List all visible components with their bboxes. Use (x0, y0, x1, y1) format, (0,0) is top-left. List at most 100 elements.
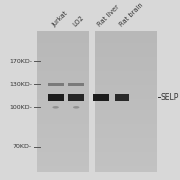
Text: SELP: SELP (160, 93, 179, 102)
Bar (37, 147, 89, 149)
Text: 70KD-: 70KD- (13, 145, 32, 149)
Bar (95, 152, 157, 155)
Bar (37, 113, 89, 116)
Bar (37, 37, 89, 40)
Bar (37, 138, 89, 141)
Bar (37, 166, 89, 169)
Bar (95, 87, 157, 90)
Bar (95, 42, 157, 45)
Bar (95, 65, 157, 68)
Bar (95, 169, 157, 172)
Bar (37, 169, 89, 172)
Bar (95, 76, 157, 79)
Bar (95, 124, 157, 127)
Bar (37, 163, 89, 166)
Bar (95, 54, 157, 57)
Bar (95, 99, 157, 102)
Bar (37, 90, 89, 93)
Bar (95, 144, 157, 147)
Text: 100KD-: 100KD- (9, 105, 32, 110)
Bar (95, 135, 157, 138)
Bar (37, 54, 89, 57)
Bar (37, 93, 89, 96)
Bar (95, 166, 157, 169)
Bar (37, 59, 89, 62)
Bar (95, 34, 157, 37)
Text: 170KD-: 170KD- (9, 58, 32, 64)
Bar (95, 141, 157, 144)
Bar (37, 65, 89, 68)
Text: Rat brain: Rat brain (119, 2, 145, 28)
Bar (37, 76, 89, 79)
Bar (95, 132, 157, 135)
Bar (95, 155, 157, 158)
Bar (95, 116, 157, 118)
Bar (37, 62, 89, 65)
Bar (95, 93, 157, 96)
Bar (37, 31, 89, 34)
Bar (95, 90, 157, 93)
Bar (37, 51, 89, 54)
Bar (48, 94, 64, 101)
Bar (95, 82, 157, 85)
Bar (37, 57, 89, 59)
Bar (95, 147, 157, 149)
Bar (95, 59, 157, 62)
Bar (37, 161, 89, 163)
Bar (95, 79, 157, 82)
Bar (37, 71, 89, 73)
Bar (95, 104, 157, 107)
Bar (95, 57, 157, 59)
Bar (95, 107, 157, 110)
Bar (37, 107, 89, 110)
Bar (95, 62, 157, 65)
Bar (48, 83, 64, 86)
Bar (37, 124, 89, 127)
Bar (37, 149, 89, 152)
Bar (37, 158, 89, 161)
Bar (115, 94, 129, 101)
Bar (37, 45, 89, 48)
Bar (95, 96, 157, 99)
Bar (37, 144, 89, 147)
Text: 130KD-: 130KD- (9, 82, 32, 87)
Bar (37, 102, 89, 104)
Bar (37, 132, 89, 135)
Bar (95, 121, 157, 124)
Bar (37, 121, 89, 124)
Bar (37, 152, 89, 155)
Bar (95, 158, 157, 161)
Bar (37, 34, 89, 37)
Bar (95, 40, 157, 42)
Bar (37, 82, 89, 85)
Bar (37, 135, 89, 138)
Bar (95, 31, 157, 34)
Bar (37, 87, 89, 90)
Bar (95, 68, 157, 71)
Bar (37, 68, 89, 71)
Bar (95, 73, 157, 76)
Text: Rat liver: Rat liver (97, 4, 121, 28)
Bar (37, 155, 89, 158)
Ellipse shape (73, 106, 79, 109)
Bar (68, 94, 84, 101)
Text: LO2: LO2 (72, 15, 85, 28)
Bar (95, 149, 157, 152)
Bar (37, 48, 89, 51)
Bar (95, 163, 157, 166)
Bar (95, 127, 157, 130)
Bar (37, 130, 89, 132)
Bar (95, 45, 157, 48)
Text: Jurkat: Jurkat (51, 10, 69, 28)
Bar (95, 102, 157, 104)
Bar (37, 85, 89, 87)
Bar (37, 79, 89, 82)
Bar (37, 96, 89, 99)
Bar (37, 99, 89, 102)
Bar (37, 118, 89, 121)
Bar (37, 73, 89, 76)
Bar (95, 71, 157, 73)
Bar (95, 161, 157, 163)
Bar (95, 130, 157, 132)
Bar (37, 40, 89, 42)
